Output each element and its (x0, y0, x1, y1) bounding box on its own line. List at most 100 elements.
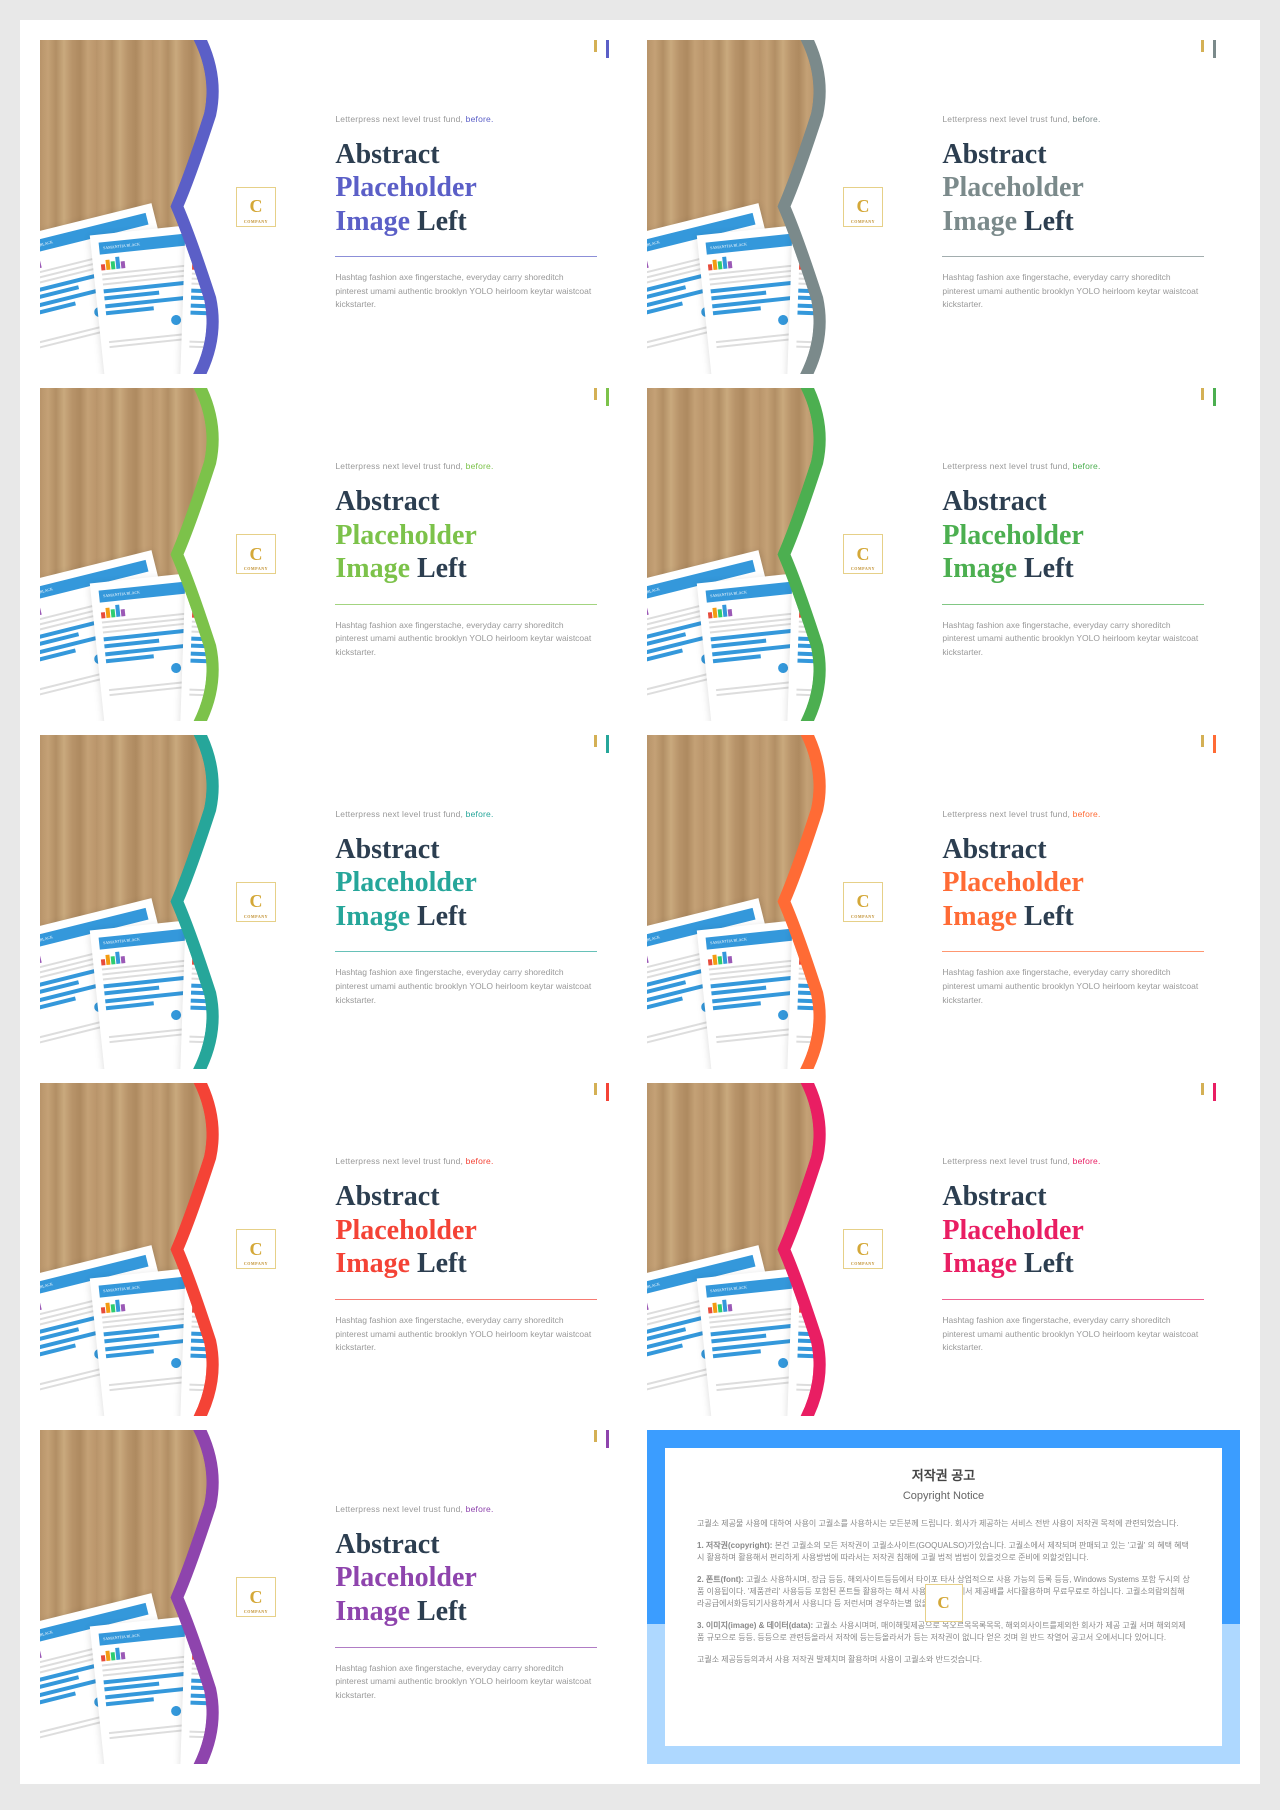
logo-badge: CCOMPANY (843, 882, 883, 922)
slide-body: Hashtag fashion axe fingerstache, everyd… (942, 1314, 1204, 1355)
notice-content: 저작권 공고 Copyright Notice 고퀄소 제공물 사용에 대하여 … (665, 1448, 1222, 1746)
template-slide: SAMANTHA BLACK SAMANTHA BLACK SAMANTHA B… (40, 1430, 633, 1764)
template-slide: SAMANTHA BLACK SAMANTHA BLACK SAMANTHA B… (647, 735, 1240, 1069)
accent-mark (606, 1430, 609, 1448)
badge-sub: COMPANY (244, 566, 268, 571)
divider (942, 951, 1204, 952)
template-slide: SAMANTHA BLACK SAMANTHA BLACK SAMANTHA B… (647, 388, 1240, 722)
slide-title: Abstract Placeholder Image Left (335, 833, 597, 934)
slide-title: Abstract Placeholder Image Left (942, 1180, 1204, 1281)
slide-body: Hashtag fashion axe fingerstache, everyd… (335, 1314, 597, 1355)
template-slide: SAMANTHA BLACK SAMANTHA BLACK SAMANTHA B… (40, 1083, 633, 1417)
accent-mark-2 (594, 388, 597, 400)
badge-letter: C (856, 196, 869, 217)
logo-badge: CCOMPANY (843, 1229, 883, 1269)
overline: Letterpress next level trust fund, befor… (942, 1156, 1204, 1166)
logo-badge: CCOMPANY (236, 1577, 276, 1617)
accent-mark-2 (594, 40, 597, 52)
content-panel: CCOMPANY Letterpress next level trust fu… (872, 388, 1240, 722)
notice-title-ko: 저작권 공고 (697, 1466, 1190, 1486)
template-slide: SAMANTHA BLACK SAMANTHA BLACK SAMANTHA B… (40, 735, 633, 1069)
slide-title: Abstract Placeholder Image Left (942, 485, 1204, 586)
slide-body: Hashtag fashion axe fingerstache, everyd… (335, 1662, 597, 1703)
slide-title: Abstract Placeholder Image Left (335, 485, 597, 586)
slide-title: Abstract Placeholder Image Left (942, 833, 1204, 934)
overline: Letterpress next level trust fund, befor… (335, 461, 597, 471)
notice-p1: 고퀄소 제공물 사용에 대하여 사용이 고퀄소를 사용하시는 모든분께 드립니다… (697, 1518, 1190, 1530)
slide-body: Hashtag fashion axe fingerstache, everyd… (335, 966, 597, 1007)
accent-mark (1213, 388, 1216, 406)
badge-letter: C (856, 1239, 869, 1260)
slide-title: Abstract Placeholder Image Left (942, 138, 1204, 239)
badge-sub: COMPANY (851, 914, 875, 919)
accent-mark (606, 40, 609, 58)
slide-title: Abstract Placeholder Image Left (335, 1528, 597, 1629)
accent-mark-2 (1201, 40, 1204, 52)
notice-p4: 3. 이미지(image) & 데이터(data): 고퀄소 사용시며며, 매이… (697, 1620, 1190, 1644)
slide-body: Hashtag fashion axe fingerstache, everyd… (942, 966, 1204, 1007)
divider (335, 951, 597, 952)
badge-letter: C (856, 544, 869, 565)
accent-mark (606, 388, 609, 406)
accent-mark (1213, 735, 1216, 753)
divider (942, 604, 1204, 605)
badge-sub: COMPANY (851, 1261, 875, 1266)
accent-mark-2 (594, 735, 597, 747)
accent-mark (606, 735, 609, 753)
divider (335, 1647, 597, 1648)
divider (942, 1299, 1204, 1300)
template-slide: SAMANTHA BLACK SAMANTHA BLACK SAMANTHA B… (647, 1083, 1240, 1417)
slide-title: Abstract Placeholder Image Left (335, 138, 597, 239)
logo-badge: CCOMPANY (236, 187, 276, 227)
badge-letter: C (249, 544, 262, 565)
content-panel: CCOMPANY Letterpress next level trust fu… (872, 1083, 1240, 1417)
template-slide: SAMANTHA BLACK SAMANTHA BLACK SAMANTHA B… (647, 40, 1240, 374)
slide-body: Hashtag fashion axe fingerstache, everyd… (942, 271, 1204, 312)
badge-sub: COMPANY (851, 219, 875, 224)
content-panel: CCOMPANY Letterpress next level trust fu… (872, 40, 1240, 374)
content-panel: CCOMPANY Letterpress next level trust fu… (872, 735, 1240, 1069)
overline: Letterpress next level trust fund, befor… (335, 114, 597, 124)
content-panel: CCOMPANY Letterpress next level trust fu… (265, 40, 633, 374)
badge-sub: COMPANY (244, 1609, 268, 1614)
notice-p5: 고퀄소 제공등등의과서 사용 저작권 발제치며 활용하며 사용이 고퀄소와 반드… (697, 1654, 1190, 1666)
notice-frame: 저작권 공고 Copyright Notice 고퀄소 제공물 사용에 대하여 … (647, 1430, 1240, 1764)
accent-mark (1213, 1083, 1216, 1101)
accent-mark-2 (1201, 735, 1204, 747)
notice-p2: 1. 저작권(copyright): 본건 고퀄소의 모든 저작권이 고퀄소사이… (697, 1540, 1190, 1564)
divider (942, 256, 1204, 257)
badge-letter: C (249, 1587, 262, 1608)
content-panel: CCOMPANY Letterpress next level trust fu… (265, 735, 633, 1069)
badge-letter: C (249, 1239, 262, 1260)
template-slide: SAMANTHA BLACK SAMANTHA BLACK SAMANTHA B… (40, 388, 633, 722)
badge-sub: COMPANY (244, 914, 268, 919)
overline: Letterpress next level trust fund, befor… (942, 114, 1204, 124)
logo-badge: C (925, 1584, 963, 1622)
divider (335, 604, 597, 605)
slide-title: Abstract Placeholder Image Left (335, 1180, 597, 1281)
accent-mark-2 (1201, 388, 1204, 400)
page: SAMANTHA BLACK SAMANTHA BLACK SAMANTHA B… (20, 20, 1260, 1784)
overline: Letterpress next level trust fund, befor… (335, 1504, 597, 1514)
logo-badge: CCOMPANY (236, 534, 276, 574)
template-slide: SAMANTHA BLACK SAMANTHA BLACK SAMANTHA B… (40, 40, 633, 374)
accent-mark-2 (1201, 1083, 1204, 1095)
accent-mark (606, 1083, 609, 1101)
notice-title-en: Copyright Notice (697, 1488, 1190, 1505)
badge-letter: C (249, 891, 262, 912)
content-panel: CCOMPANY Letterpress next level trust fu… (265, 1430, 633, 1764)
logo-badge: C COMPANY (843, 187, 883, 227)
badge-sub: COMPANY (244, 219, 268, 224)
badge-sub: COMPANY (244, 1261, 268, 1266)
slide-grid: SAMANTHA BLACK SAMANTHA BLACK SAMANTHA B… (40, 40, 1240, 1764)
accent-mark-2 (594, 1083, 597, 1095)
slide-body: Hashtag fashion axe fingerstache, everyd… (942, 619, 1204, 660)
logo-badge: CCOMPANY (236, 1229, 276, 1269)
copyright-notice-slide: 저작권 공고 Copyright Notice 고퀄소 제공물 사용에 대하여 … (647, 1430, 1240, 1764)
overline: Letterpress next level trust fund, befor… (942, 461, 1204, 471)
overline: Letterpress next level trust fund, befor… (335, 1156, 597, 1166)
logo-badge: CCOMPANY (843, 534, 883, 574)
divider (335, 256, 597, 257)
content-panel: CCOMPANY Letterpress next level trust fu… (265, 1083, 633, 1417)
badge-sub: COMPANY (851, 566, 875, 571)
